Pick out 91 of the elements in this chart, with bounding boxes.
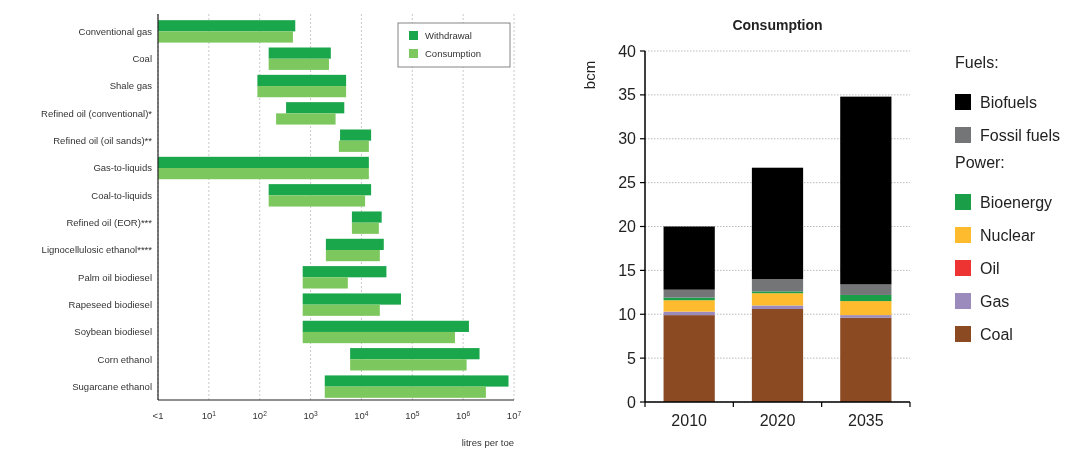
bar [350,348,480,360]
bar [350,359,467,371]
bar [325,238,384,250]
bar [268,195,366,207]
bar [351,222,379,234]
bar [840,315,892,318]
y-tick-label: 15 [618,261,637,279]
bar [351,211,382,223]
y-tick-label: Rapeseed biodiesel [68,298,152,310]
bar [158,168,369,180]
bar [663,289,715,298]
y-tick-label: 30 [618,130,637,148]
y-tick-label: 20 [618,218,637,236]
legend-label: Coal [980,325,1013,343]
x-tick-label: 10$^{5}$ [405,409,420,422]
bar [268,47,331,59]
y-tick-label: Coal-to-liquids [91,189,153,201]
bar [663,226,715,290]
bar [302,320,469,332]
legend-label: Biofuels [980,93,1037,111]
bar [338,140,369,152]
y-tick-label: Palm oil biodiesel [78,271,152,283]
text: Power: [955,153,1005,171]
bar [840,294,892,302]
bar [302,266,387,278]
legend-label: Bioenergy [980,193,1053,211]
x-tick-label: 2010 [671,411,708,429]
bar [751,305,804,309]
bar [663,315,715,402]
y-tick-label: Soybean biodiesel [74,326,152,338]
bar [302,277,348,289]
bar [840,96,892,285]
bar [751,293,804,306]
y-tick-label: Refined oil (EOR)*** [66,216,153,228]
bar [840,301,892,316]
bar [840,317,892,402]
y-tick-label: 25 [618,174,637,192]
y-tick-label: Corn ethanol [97,353,152,365]
y-tick-label: 35 [618,86,637,104]
bar [324,375,509,387]
x-tick-label: 10$^{7}$ [506,409,522,422]
bar [751,279,804,292]
y-tick-label: Lignocellulosic ethanol**** [41,244,153,256]
bar [257,74,347,87]
y-tick-label: 0 [627,393,637,411]
bar [302,293,401,305]
bar [286,102,345,114]
y-tick-label: Coal [132,53,152,65]
bar [276,113,336,125]
x-tick-label: 10$^{2}$ [252,409,268,422]
bar [324,386,486,398]
bar [302,304,380,316]
bar [158,31,293,43]
bar [268,58,329,70]
bar [751,167,804,280]
x-tick-label: 10$^{4}$ [354,409,369,422]
legend-label: Withdrawal [425,29,472,41]
x-tick-label: 10$^{6}$ [456,409,471,422]
y-tick-label: 10 [618,305,637,323]
bar [340,129,372,141]
bar [268,184,372,196]
bar [663,300,715,312]
y-tick-label: 5 [627,349,637,367]
text: Fuels: [955,53,999,71]
bar [158,20,296,32]
x-tick-label: 10$^{3}$ [303,409,319,422]
y-tick-label: Gas-to-liquids [93,162,153,174]
x-tick-label: 10$^{1}$ [201,409,217,422]
bar [751,308,804,402]
y-tick-label: Conventional gas [78,25,153,37]
y-tick-label: Refined oil (conventional)* [41,107,153,119]
y-axis-title: bcm [581,60,598,90]
x-tick-label: 2020 [759,411,796,429]
x-tick-label: <1 [152,410,164,422]
legend-label: Consumption [425,47,481,59]
y-tick-label: Refined oil (oil sands)** [53,135,153,147]
legend-label: Oil [980,259,1000,277]
chart-title: Consumption [732,17,823,33]
bar [840,284,892,295]
y-tick-label: Sugarcane ethanol [72,380,152,392]
x-tick-label: 2035 [848,411,884,429]
legend-label: Gas [980,292,1010,310]
bar [302,331,455,344]
x-axis-title: litres per toe [461,437,514,448]
y-tick-label: Shale gas [109,80,153,92]
legend-label: Fossil fuels [980,126,1061,144]
bar [158,156,369,169]
legend-label: Nuclear [980,226,1036,244]
bar [257,86,347,98]
bar [325,249,380,262]
y-tick-label: 40 [618,42,637,60]
